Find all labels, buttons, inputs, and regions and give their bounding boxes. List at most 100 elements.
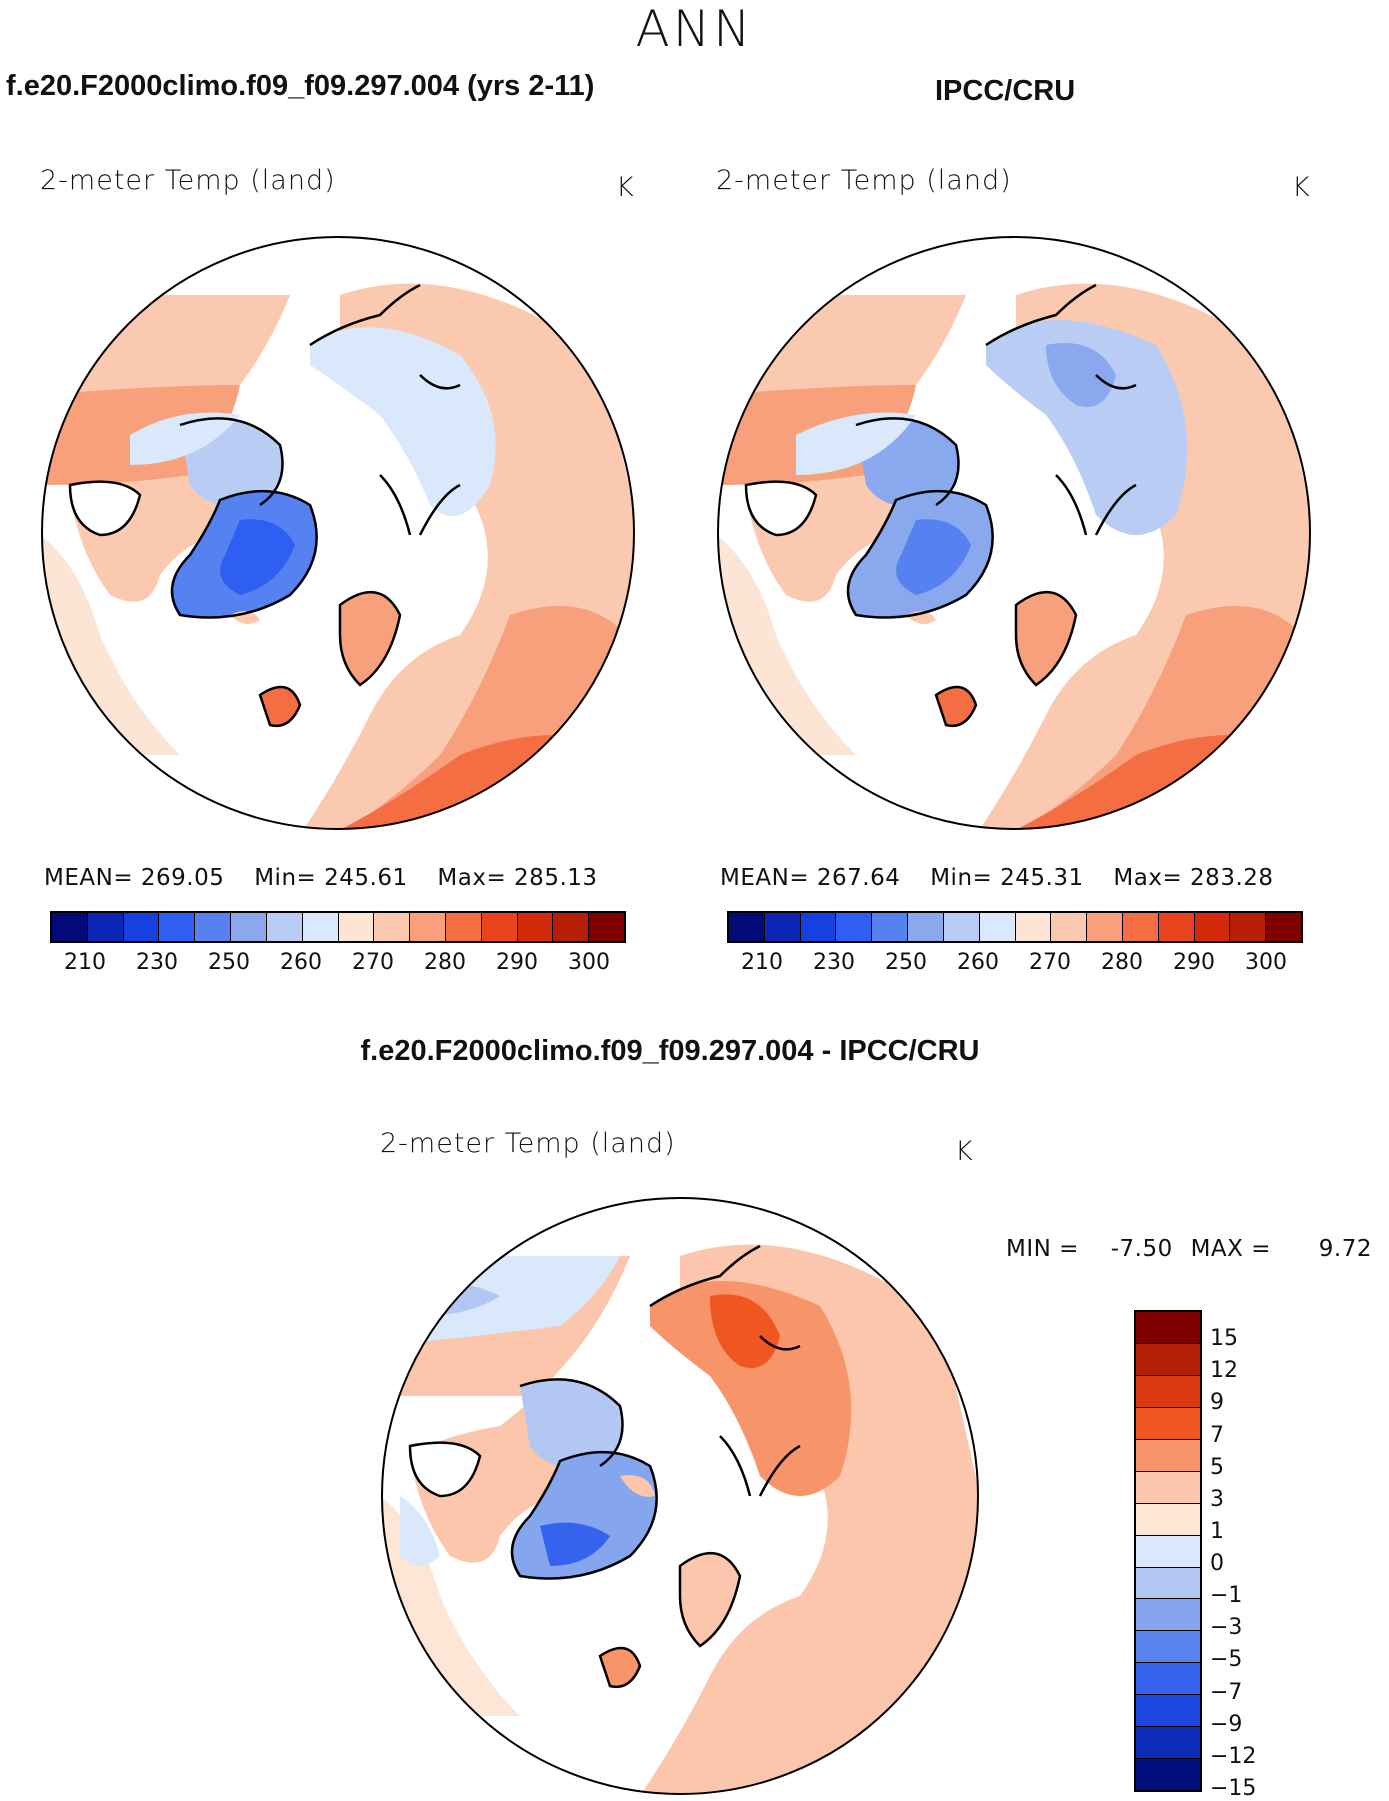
obs-colorbar-swatch	[800, 913, 837, 941]
obs-colorbar-swatch	[943, 913, 980, 941]
obs-polar-map	[717, 236, 1311, 830]
obs-colorbar-tick: 290	[1173, 950, 1215, 975]
difference-colorbar-tick: 7	[1210, 1422, 1224, 1448]
model-colorbar-ticks: 210 230 250 260 270 280 290 300	[50, 950, 626, 980]
difference-colorbar-swatch	[1136, 1727, 1200, 1760]
difference-colorbar-tick: −15	[1210, 1776, 1257, 1801]
difference-colorbar-swatch	[1136, 1535, 1200, 1568]
model-colorbar-swatch	[195, 913, 232, 941]
difference-min-label: MIN =	[1006, 1236, 1079, 1262]
difference-colorbar-tick: 5	[1210, 1454, 1224, 1480]
difference-colorbar-tick: −9	[1210, 1711, 1243, 1737]
model-colorbar-swatch	[87, 913, 124, 941]
difference-max-label: MAX =	[1190, 1236, 1271, 1262]
model-max-value: 285.13	[514, 865, 598, 891]
model-colorbar-swatch	[374, 913, 411, 941]
difference-colorbar-tick: −12	[1210, 1743, 1257, 1769]
obs-colorbar	[727, 911, 1303, 943]
model-colorbar-swatch	[517, 913, 554, 941]
difference-range: MIN = -7.50 MAX = 9.72	[1006, 1236, 1372, 1262]
difference-colorbar	[1134, 1310, 1202, 1792]
model-colorbar-swatch	[159, 913, 196, 941]
difference-colorbar-tick: −7	[1210, 1679, 1243, 1705]
model-min-label: Min=	[254, 865, 317, 891]
obs-colorbar-swatch	[1158, 913, 1195, 941]
model-colorbar-swatch	[123, 913, 160, 941]
model-units-label: K	[616, 172, 635, 203]
model-colorbar-tick: 210	[64, 950, 106, 975]
model-colorbar-swatch	[553, 913, 590, 941]
model-max-label: Max=	[437, 865, 507, 891]
difference-colorbar-swatch	[1136, 1439, 1200, 1472]
model-colorbar-tick: 230	[136, 950, 178, 975]
obs-mean-label: MEAN=	[720, 865, 810, 891]
model-colorbar-tick: 280	[424, 950, 466, 975]
obs-colorbar-ticks: 210 230 250 260 270 280 290 300	[727, 950, 1303, 980]
difference-colorbar-swatch	[1136, 1567, 1200, 1600]
difference-colorbar-swatch	[1136, 1312, 1200, 1344]
model-colorbar-tick: 260	[280, 950, 322, 975]
season-title: ANN	[635, 0, 754, 58]
obs-colorbar-tick: 230	[813, 950, 855, 975]
model-colorbar-swatch	[410, 913, 446, 941]
obs-colorbar-swatch	[1051, 913, 1088, 941]
obs-colorbar-swatch	[1087, 913, 1123, 941]
model-variable-label: 2-meter Temp (land)	[40, 165, 336, 196]
obs-colorbar-swatch	[979, 913, 1016, 941]
difference-colorbar-swatch	[1136, 1599, 1200, 1632]
obs-case-title: IPCC/CRU	[935, 75, 1076, 107]
model-polar-map	[41, 236, 635, 830]
difference-colorbar-tick: 0	[1210, 1551, 1224, 1577]
obs-colorbar-swatch	[1122, 913, 1159, 941]
obs-max-value: 283.28	[1190, 865, 1274, 891]
difference-colorbar-swatch	[1136, 1471, 1200, 1504]
difference-colorbar-swatch	[1136, 1663, 1200, 1696]
model-colorbar-swatch	[481, 913, 518, 941]
difference-units-label: K	[955, 1136, 974, 1167]
obs-colorbar-swatch	[836, 913, 873, 941]
difference-colorbar-swatch	[1136, 1759, 1200, 1791]
difference-colorbar-ticks: 15 12 9 7 5 3 1 0 −1 −3 −5 −7 −9 −12 −15	[1210, 1310, 1300, 1801]
obs-colorbar-swatch	[872, 913, 909, 941]
difference-colorbar-swatch	[1136, 1695, 1200, 1728]
obs-stats-row: MEAN= 267.64 Min= 245.31 Max= 283.28	[720, 865, 1274, 891]
difference-colorbar-swatch	[1136, 1503, 1200, 1536]
obs-min-label: Min=	[930, 865, 993, 891]
model-min-value: 245.61	[324, 865, 408, 891]
difference-colorbar-tick: −5	[1210, 1647, 1243, 1673]
difference-title: f.e20.F2000climo.f09_f09.297.004 - IPCC/…	[360, 1035, 980, 1067]
model-colorbar-swatch	[302, 913, 339, 941]
model-case-title: f.e20.F2000climo.f09_f09.297.004 (yrs 2-…	[6, 70, 595, 102]
model-colorbar-swatch	[589, 913, 624, 941]
model-colorbar-swatch	[266, 913, 303, 941]
difference-min-value: -7.50	[1110, 1236, 1173, 1262]
difference-colorbar-tick: 1	[1210, 1518, 1224, 1544]
model-colorbar-swatch	[338, 913, 375, 941]
model-mean-label: MEAN=	[44, 865, 134, 891]
difference-colorbar-swatch	[1136, 1407, 1200, 1440]
difference-colorbar-swatch	[1136, 1375, 1200, 1408]
obs-colorbar-tick: 300	[1245, 950, 1287, 975]
difference-colorbar-tick: 9	[1210, 1390, 1224, 1416]
difference-colorbar-swatch	[1136, 1343, 1200, 1376]
model-colorbar-tick: 290	[496, 950, 538, 975]
obs-colorbar-swatch	[1266, 913, 1301, 941]
model-colorbar-tick: 270	[352, 950, 394, 975]
difference-colorbar-tick: −3	[1210, 1615, 1243, 1641]
difference-colorbar-tick: −1	[1210, 1583, 1243, 1609]
obs-colorbar-swatch	[1194, 913, 1231, 941]
obs-min-value: 245.31	[1000, 865, 1084, 891]
obs-colorbar-swatch	[1015, 913, 1052, 941]
model-stats-row: MEAN= 269.05 Min= 245.61 Max= 285.13	[44, 865, 598, 891]
obs-units-label: K	[1292, 172, 1311, 203]
model-colorbar-tick: 300	[568, 950, 610, 975]
difference-colorbar-tick: 3	[1210, 1486, 1224, 1512]
difference-colorbar-tick: 12	[1210, 1358, 1238, 1384]
model-colorbar	[50, 911, 626, 943]
obs-mean-value: 267.64	[816, 865, 901, 891]
obs-colorbar-tick: 280	[1101, 950, 1143, 975]
obs-colorbar-tick: 250	[885, 950, 927, 975]
obs-colorbar-tick: 260	[957, 950, 999, 975]
difference-colorbar-tick: 15	[1210, 1326, 1238, 1352]
model-colorbar-tick: 250	[208, 950, 250, 975]
